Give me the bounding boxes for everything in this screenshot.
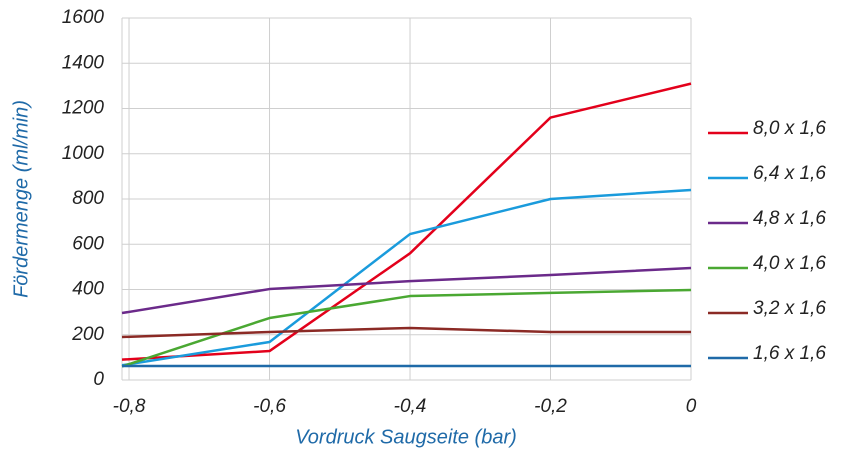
legend-label: 4,0 x 1,6 bbox=[753, 253, 826, 274]
y-axis-title: Fördermenge (ml/min) bbox=[10, 100, 32, 298]
y-tick-label: 1000 bbox=[62, 143, 105, 164]
y-tick-label: 800 bbox=[72, 188, 104, 209]
x-tick-label: -0,4 bbox=[394, 396, 427, 417]
x-tick-label: 0 bbox=[686, 396, 697, 417]
legend-label: 1,6 x 1,6 bbox=[753, 343, 826, 364]
series-line bbox=[121, 266, 692, 315]
y-tick-label: 1200 bbox=[62, 98, 105, 119]
y-tick-label: 0 bbox=[93, 369, 104, 390]
series-line bbox=[121, 82, 692, 361]
legend-label: 3,2 x 1,6 bbox=[753, 298, 826, 319]
y-tick-label: 1600 bbox=[62, 7, 105, 28]
x-tick-label: -0,6 bbox=[253, 396, 286, 417]
x-axis-title: Vordruck Saugseite (bar) bbox=[295, 426, 517, 448]
y-tick-label: 400 bbox=[72, 279, 104, 300]
y-tick-label: 600 bbox=[72, 233, 104, 254]
y-tick-label: 1400 bbox=[62, 52, 105, 73]
series-line bbox=[121, 326, 691, 339]
legend-label: 4,8 x 1,6 bbox=[753, 208, 826, 229]
x-tick-label: -0,8 bbox=[113, 396, 146, 417]
x-tick-label: -0,2 bbox=[534, 396, 567, 417]
legend-label: 8,0 x 1,6 bbox=[753, 118, 826, 139]
y-tick-label: 200 bbox=[71, 324, 104, 345]
series-line bbox=[121, 188, 692, 367]
legend-label: 6,4 x 1,6 bbox=[753, 163, 826, 184]
